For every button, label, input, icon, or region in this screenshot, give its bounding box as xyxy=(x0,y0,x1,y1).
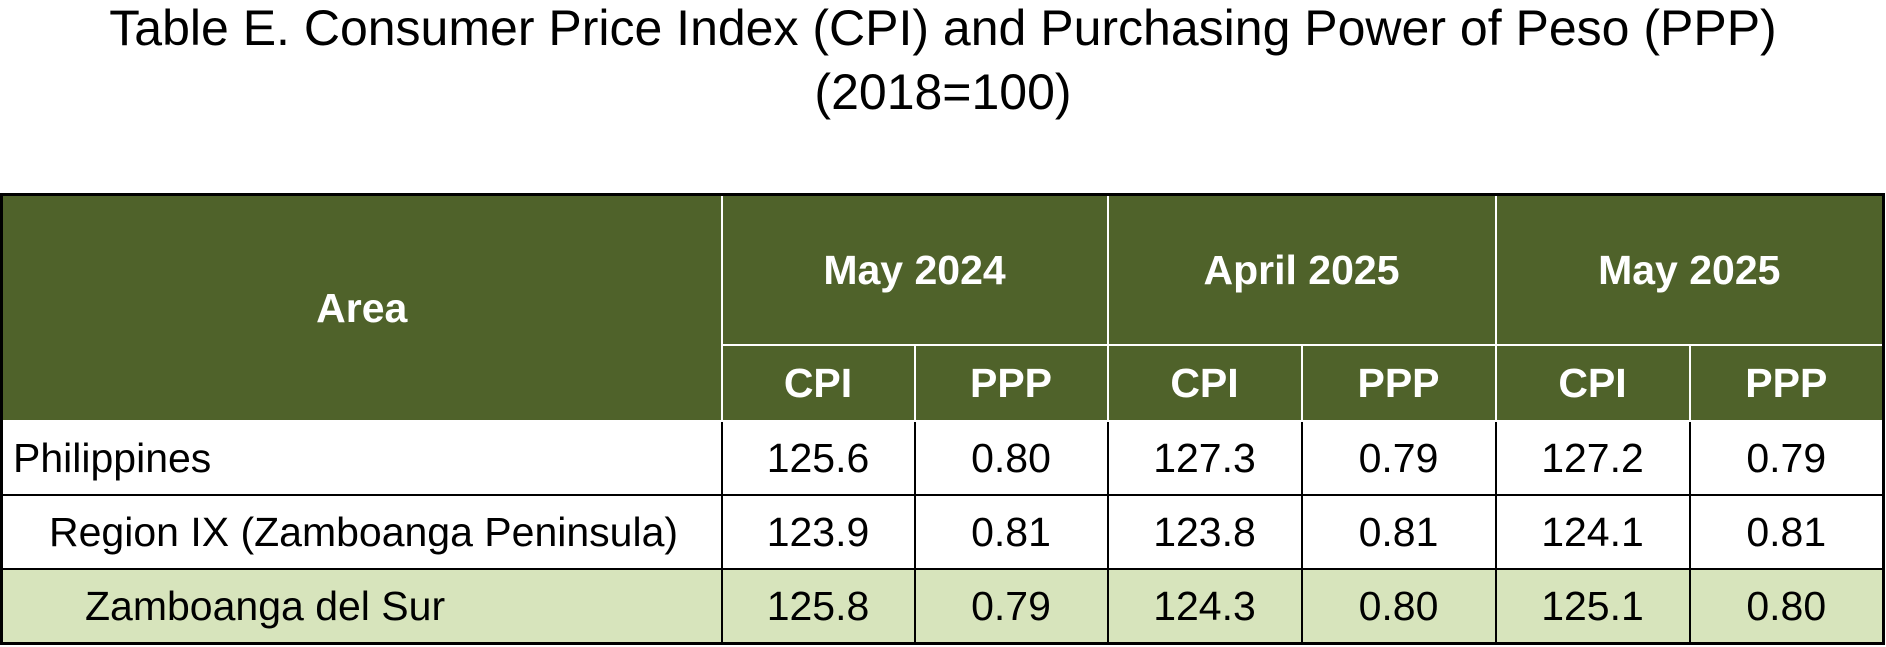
cpi-ppp-table: Area May 2024 April 2025 May 2025 CPI PP… xyxy=(0,193,1886,645)
ppp-cell: 0.80 xyxy=(1300,568,1497,645)
cpi-cell: 125.1 xyxy=(1494,568,1691,645)
area-cell: Philippines xyxy=(0,420,723,496)
table-title-base-year: (2018=100) xyxy=(814,64,1072,120)
ppp-cell: 0.81 xyxy=(913,494,1109,570)
table-row-region-ix: Region IX (Zamboanga Peninsula) 123.9 0.… xyxy=(0,494,1886,570)
header-period-april-2025: April 2025 xyxy=(1106,193,1497,346)
ppp-cell: 0.81 xyxy=(1300,494,1497,570)
cpi-cell: 127.2 xyxy=(1494,420,1691,496)
ppp-cell: 0.80 xyxy=(913,420,1109,496)
ppp-cell: 0.79 xyxy=(1688,420,1886,496)
header-area: Area xyxy=(0,193,723,422)
header-cpi: CPI xyxy=(1106,344,1303,422)
area-cell: Zamboanga del Sur xyxy=(0,568,723,645)
table-title: Table E. Consumer Price Index (CPI) and … xyxy=(0,0,1886,120)
table-title-line-1: Table E. Consumer Price Index (CPI) and … xyxy=(109,0,1777,56)
cpi-cell: 127.3 xyxy=(1106,420,1303,496)
table-row-zamboanga-del-sur: Zamboanga del Sur 125.8 0.79 124.3 0.80 … xyxy=(0,568,1886,645)
cpi-cell: 125.6 xyxy=(720,420,916,496)
header-period-may-2024: May 2024 xyxy=(720,193,1109,346)
header-period-may-2025: May 2025 xyxy=(1494,193,1886,346)
table-header: Area May 2024 April 2025 May 2025 CPI PP… xyxy=(0,193,1886,422)
area-cell: Region IX (Zamboanga Peninsula) xyxy=(0,494,723,570)
table-body: Philippines 125.6 0.80 127.3 0.79 127.2 … xyxy=(0,420,1886,645)
header-ppp: PPP xyxy=(1688,344,1886,422)
cpi-cell: 125.8 xyxy=(720,568,916,645)
header-ppp: PPP xyxy=(913,344,1109,422)
header-ppp: PPP xyxy=(1300,344,1497,422)
header-cpi: CPI xyxy=(1494,344,1691,422)
ppp-cell: 0.81 xyxy=(1688,494,1886,570)
cpi-cell: 123.9 xyxy=(720,494,916,570)
header-cpi: CPI xyxy=(720,344,916,422)
header-row-periods: Area May 2024 April 2025 May 2025 xyxy=(0,193,1886,422)
cpi-cell: 124.3 xyxy=(1106,568,1303,645)
ppp-cell: 0.79 xyxy=(913,568,1109,645)
header-row-measures: CPI PPP CPI PPP CPI PPP xyxy=(2,344,1886,422)
cpi-cell: 123.8 xyxy=(1106,494,1303,570)
ppp-cell: 0.79 xyxy=(1300,420,1497,496)
cpi-cell: 124.1 xyxy=(1494,494,1691,570)
table-row-philippines: Philippines 125.6 0.80 127.3 0.79 127.2 … xyxy=(0,420,1886,496)
ppp-cell: 0.80 xyxy=(1688,568,1886,645)
